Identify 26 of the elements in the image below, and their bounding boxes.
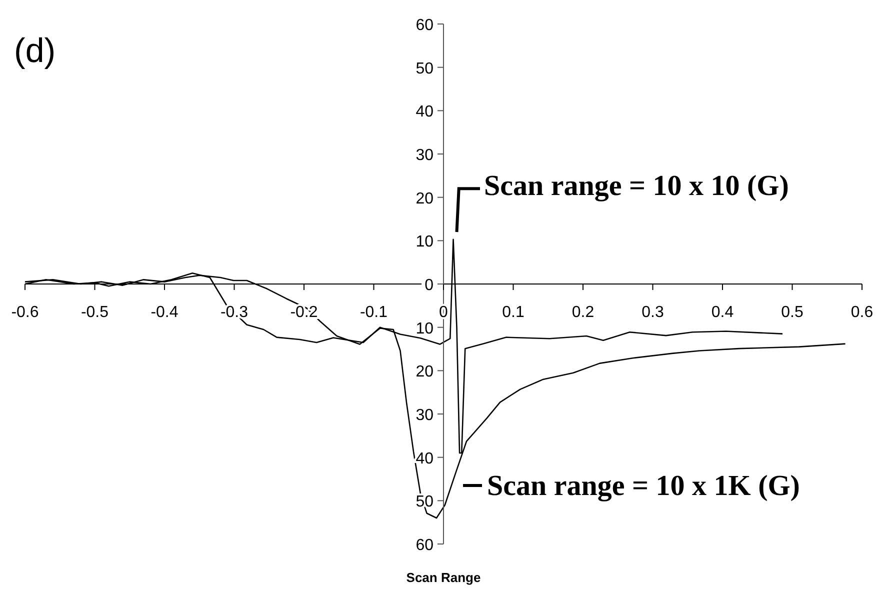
y-tick-label: 50 xyxy=(416,60,434,78)
series-label: Scan range = 10 x 10 (G) xyxy=(484,170,789,202)
x-axis-title: Scan Range xyxy=(406,570,481,585)
x-tick-label: 0.3 xyxy=(642,304,664,321)
y-tick-label: 40 xyxy=(416,450,434,468)
y-tick-label: 60 xyxy=(416,537,434,554)
x-tick-label: -0.6 xyxy=(11,304,39,321)
x-tick-label: 0.2 xyxy=(572,304,594,321)
x-tick-label: 0.6 xyxy=(850,304,874,321)
y-tick-label: 20 xyxy=(416,190,434,208)
x-tick-label: -0.4 xyxy=(150,304,178,321)
chart-title: (d) xyxy=(14,32,56,70)
x-tick-label: 0.5 xyxy=(781,304,804,321)
y-tick-label: 20 xyxy=(416,364,434,381)
x-tick-label: 0.1 xyxy=(502,304,524,321)
y-tick-label: 30 xyxy=(416,407,434,424)
y-tick-label: 10 xyxy=(416,234,434,251)
x-tick-label: 0.4 xyxy=(711,304,734,321)
x-tick-label: -0.1 xyxy=(360,304,388,321)
y-tick-label: 10 xyxy=(416,320,434,338)
y-tick-label: 0 xyxy=(424,277,434,294)
y-tick-label: 60 xyxy=(416,17,434,34)
x-tick-label: -0.5 xyxy=(80,304,109,321)
y-tick-label: 30 xyxy=(416,147,434,164)
y-tick-label: 40 xyxy=(416,104,434,121)
legend-label: Scan range = 10 x 1K (G) xyxy=(487,470,800,502)
